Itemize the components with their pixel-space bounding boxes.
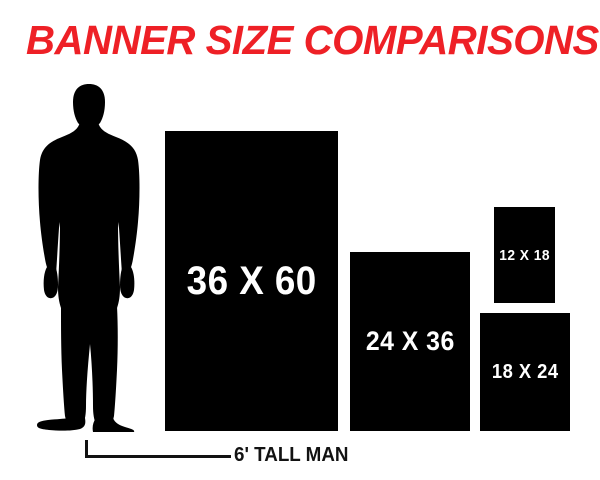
scale-leader-line	[85, 455, 231, 458]
man-silhouette	[30, 82, 148, 432]
banner-label-12x18: 12 X 18	[499, 246, 550, 264]
banner-18x24: 18 X 24	[480, 313, 570, 431]
banner-36x60: 36 X 60	[165, 131, 338, 431]
banner-label-24x36: 24 X 36	[365, 326, 455, 356]
banner-12x18: 12 X 18	[494, 207, 555, 303]
banner-label-18x24: 18 X 24	[491, 360, 559, 383]
scale-label: 6' TALL MAN	[234, 444, 349, 466]
page-title: BANNER SIZE COMPARISONS TO SCALE	[26, 17, 600, 63]
scale-tick-mark	[85, 440, 88, 458]
banner-label-36x60: 36 X 60	[186, 258, 317, 303]
banner-24x36: 24 X 36	[350, 252, 470, 431]
